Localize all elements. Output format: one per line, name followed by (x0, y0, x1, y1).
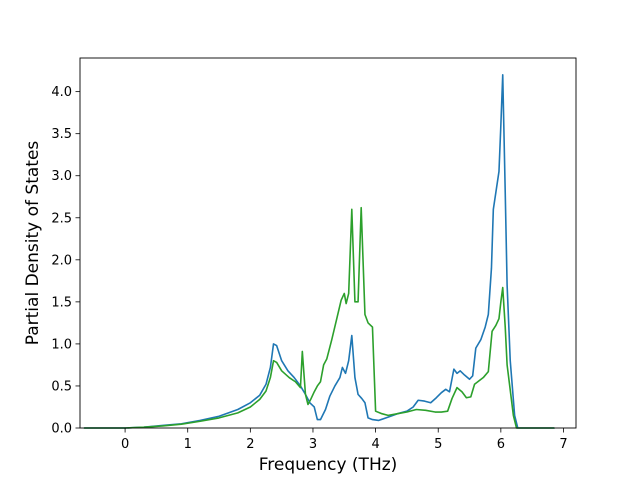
y-axis-label: Partial Density of States (23, 141, 43, 346)
y-tick-label: 1.5 (51, 295, 72, 310)
plot-frame (79, 57, 577, 429)
x-axis-ticks: 0 1 2 3 4 5 6 7 (121, 428, 568, 452)
series-line-1 (83, 74, 555, 429)
x-tick-label: 2 (246, 437, 254, 452)
y-tick-label: 0.5 (51, 379, 72, 394)
y-tick-label: 0.0 (51, 422, 72, 437)
plot-area (80, 58, 576, 428)
x-tick-label: 5 (434, 437, 442, 452)
y-tick-label: 1.0 (51, 337, 72, 352)
x-tick-label: 7 (559, 437, 567, 452)
x-tick-label: 1 (184, 437, 192, 452)
y-tick-label: 2.5 (51, 211, 72, 226)
y-tick-label: 3.5 (51, 127, 72, 142)
y-tick-label: 2.0 (51, 253, 72, 268)
y-tick-label: 4.0 (51, 85, 72, 100)
x-axis-label: Frequency (THz) (259, 455, 398, 475)
x-tick-label: 6 (497, 437, 505, 452)
x-tick-label: 4 (371, 437, 379, 452)
series-layer (83, 74, 555, 429)
series-line-2 (83, 206, 555, 429)
x-tick-label: 3 (309, 437, 317, 452)
y-axis-ticks: 0.0 0.5 1.0 1.5 2.0 2.5 3.0 3.5 4.0 (51, 85, 80, 437)
y-tick-label: 3.0 (51, 169, 72, 184)
x-tick-label: 0 (121, 437, 129, 452)
